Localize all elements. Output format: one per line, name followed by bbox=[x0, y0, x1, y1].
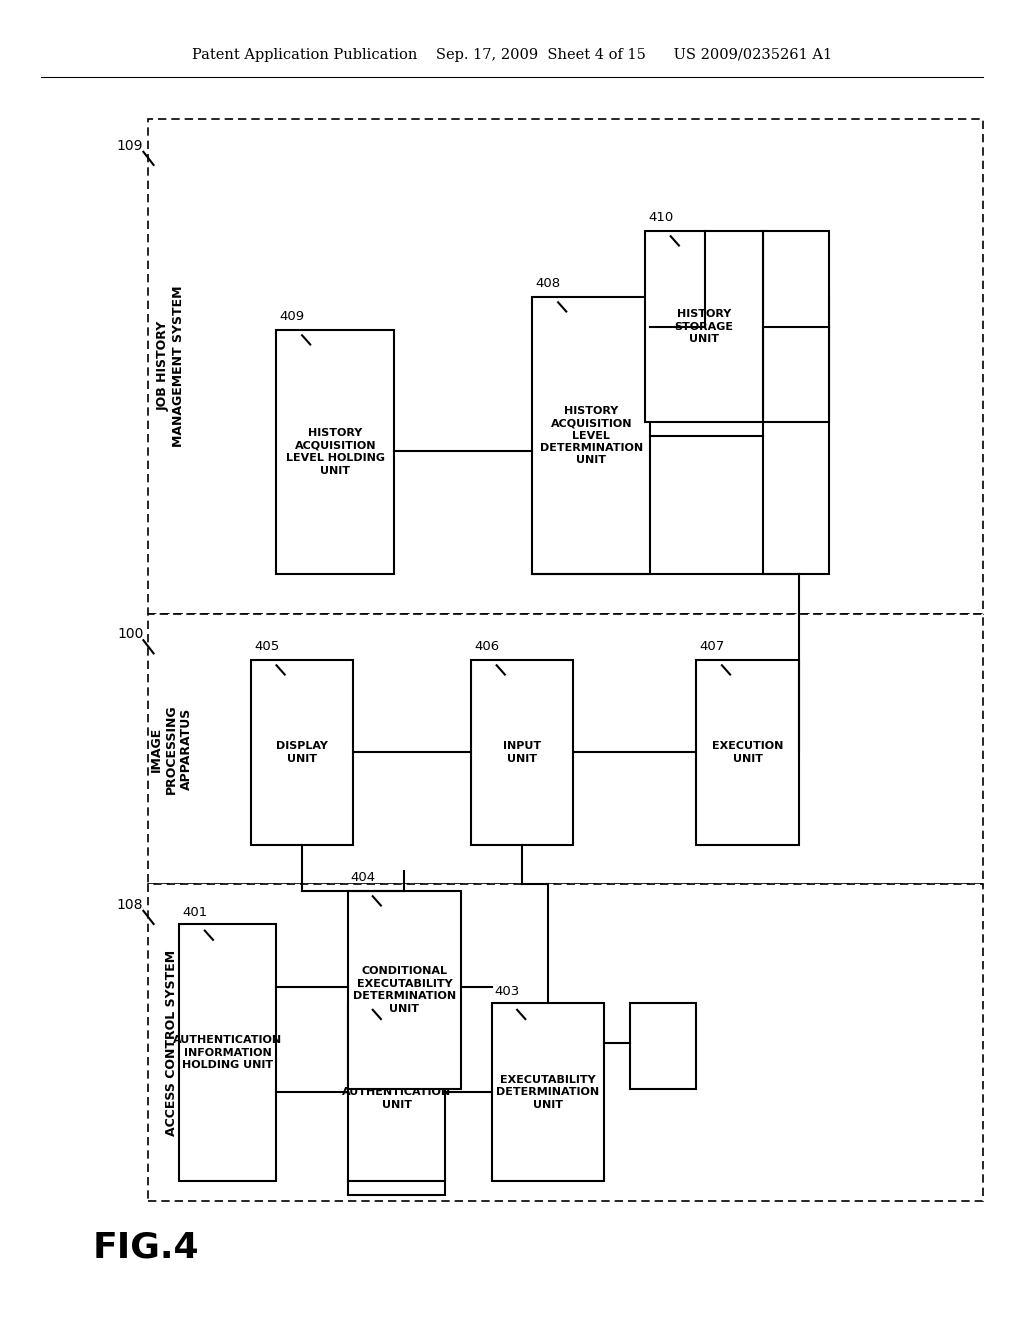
Text: 406: 406 bbox=[474, 640, 500, 653]
Text: FIG.4: FIG.4 bbox=[92, 1230, 199, 1265]
Text: HISTORY
STORAGE
UNIT: HISTORY STORAGE UNIT bbox=[675, 309, 733, 345]
Text: 405: 405 bbox=[254, 640, 280, 653]
Text: 408: 408 bbox=[536, 277, 561, 290]
Text: JOB HISTORY
MANAGEMENT SYSTEM: JOB HISTORY MANAGEMENT SYSTEM bbox=[157, 285, 185, 447]
Bar bbox=[148, 884, 983, 1201]
Text: 410: 410 bbox=[648, 211, 674, 224]
Text: 108: 108 bbox=[117, 898, 143, 912]
Text: EXECUTION
UNIT: EXECUTION UNIT bbox=[712, 742, 783, 763]
Text: 109: 109 bbox=[117, 139, 143, 153]
Bar bbox=[251, 660, 353, 845]
Bar bbox=[348, 891, 461, 1089]
Bar bbox=[276, 330, 394, 574]
Bar bbox=[148, 119, 983, 614]
Text: ACCESS CONTROL SYSTEM: ACCESS CONTROL SYSTEM bbox=[165, 949, 177, 1137]
Bar bbox=[471, 660, 573, 845]
Bar bbox=[645, 231, 763, 422]
Text: AUTHENTICATION
INFORMATION
HOLDING UNIT: AUTHENTICATION INFORMATION HOLDING UNIT bbox=[173, 1035, 283, 1071]
Bar bbox=[148, 614, 983, 884]
Text: IMAGE
PROCESSING
APPARATUS: IMAGE PROCESSING APPARATUS bbox=[150, 705, 193, 793]
Text: 403: 403 bbox=[495, 985, 520, 998]
Text: 407: 407 bbox=[699, 640, 725, 653]
Bar bbox=[179, 924, 276, 1181]
Bar bbox=[763, 231, 829, 422]
Bar bbox=[763, 297, 829, 574]
Bar bbox=[348, 1179, 445, 1195]
Text: 409: 409 bbox=[280, 310, 305, 323]
Text: 100: 100 bbox=[117, 627, 143, 642]
Text: INPUT
UNIT: INPUT UNIT bbox=[503, 742, 542, 763]
Bar bbox=[532, 297, 650, 574]
Text: DISPLAY
UNIT: DISPLAY UNIT bbox=[276, 742, 328, 763]
Bar bbox=[348, 1003, 445, 1181]
Bar bbox=[696, 660, 799, 845]
Text: HISTORY
ACQUISITION
LEVEL HOLDING
UNIT: HISTORY ACQUISITION LEVEL HOLDING UNIT bbox=[286, 429, 385, 475]
Text: 401: 401 bbox=[182, 906, 208, 919]
Text: EXECUTABILITY
DETERMINATION
UNIT: EXECUTABILITY DETERMINATION UNIT bbox=[497, 1074, 599, 1110]
Bar bbox=[630, 1003, 696, 1089]
Text: USER
AUTHENTICATION
UNIT: USER AUTHENTICATION UNIT bbox=[342, 1074, 452, 1110]
Text: HISTORY
ACQUISITION
LEVEL
DETERMINATION
UNIT: HISTORY ACQUISITION LEVEL DETERMINATION … bbox=[540, 405, 643, 466]
Text: Patent Application Publication    Sep. 17, 2009  Sheet 4 of 15      US 2009/0235: Patent Application Publication Sep. 17, … bbox=[191, 49, 833, 62]
Bar bbox=[492, 1003, 604, 1181]
Text: 404: 404 bbox=[350, 871, 376, 884]
Text: 402: 402 bbox=[350, 985, 376, 998]
Text: CONDITIONAL
EXECUTABILITY
DETERMINATION
UNIT: CONDITIONAL EXECUTABILITY DETERMINATION … bbox=[353, 966, 456, 1014]
